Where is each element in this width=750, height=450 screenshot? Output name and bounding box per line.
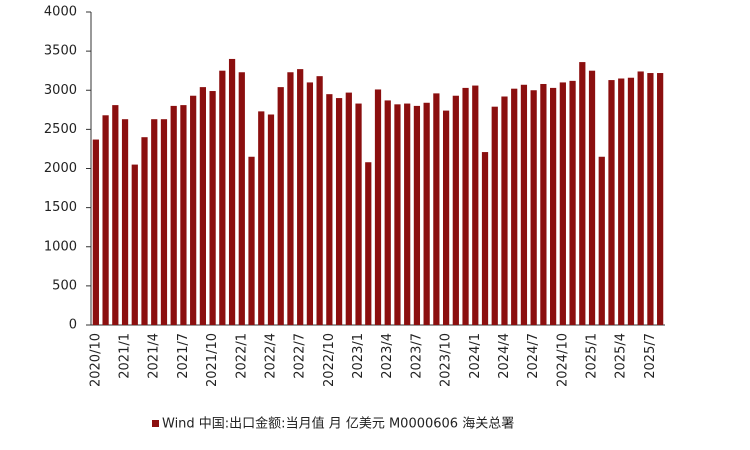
bar xyxy=(160,119,168,325)
bar xyxy=(588,70,596,325)
x-tick-label: 2021/4 xyxy=(147,333,162,379)
bar xyxy=(423,102,430,326)
x-tick-label: 2022/1 xyxy=(234,333,249,379)
y-tick-label: 500 xyxy=(52,278,77,293)
bar xyxy=(520,84,528,326)
legend-swatch xyxy=(152,420,159,427)
bar xyxy=(627,77,635,325)
bar xyxy=(297,69,304,325)
bar xyxy=(335,98,343,325)
x-tick-label: 2022/4 xyxy=(263,333,278,379)
bar xyxy=(365,162,372,325)
bar xyxy=(287,72,294,325)
y-tick-label: 3000 xyxy=(44,83,77,98)
x-tick-label: 2025/7 xyxy=(643,333,658,379)
bar xyxy=(131,164,138,325)
bar xyxy=(569,80,576,325)
y-tick-label: 1500 xyxy=(44,200,77,215)
bar xyxy=(462,87,469,325)
bar xyxy=(442,110,450,325)
bar xyxy=(433,93,440,325)
legend-label: Wind 中国:出口金额:当月值 月 亿美元 M0000606 海关总署 xyxy=(162,416,514,432)
x-tick-label: 2023/10 xyxy=(439,333,454,387)
y-tick-label: 1000 xyxy=(44,239,77,254)
x-tick-label: 2020/10 xyxy=(88,333,103,387)
bar xyxy=(238,72,245,325)
bar xyxy=(559,82,566,325)
y-tick-label: 0 xyxy=(69,318,77,333)
bar xyxy=(326,94,333,325)
x-tick-label: 2021/10 xyxy=(205,333,220,387)
bar xyxy=(637,71,644,325)
bar xyxy=(277,87,284,326)
x-tick-label: 2023/4 xyxy=(380,333,395,379)
bar xyxy=(394,104,401,326)
bar xyxy=(501,96,508,325)
bar xyxy=(511,88,518,325)
x-tick-label: 2021/7 xyxy=(176,333,191,379)
bar xyxy=(579,62,586,326)
bar xyxy=(472,85,479,326)
bar xyxy=(404,103,411,326)
bar xyxy=(180,105,187,326)
bar xyxy=(141,137,148,325)
bar xyxy=(530,90,537,325)
bar xyxy=(112,105,119,326)
y-tick-label: 4000 xyxy=(44,5,77,20)
bar xyxy=(170,105,177,326)
bar xyxy=(647,73,654,325)
y-tick-label: 3500 xyxy=(44,44,77,59)
bar xyxy=(608,80,615,325)
x-tick-label: 2023/7 xyxy=(409,333,424,379)
bar xyxy=(199,87,206,326)
x-tick-label: 2021/1 xyxy=(118,333,133,379)
bar xyxy=(258,111,265,325)
x-tick-label: 2024/10 xyxy=(555,333,570,387)
bar xyxy=(413,105,421,326)
bar xyxy=(374,89,382,325)
x-tick-label: 2023/1 xyxy=(351,333,366,379)
bar xyxy=(481,152,489,325)
bar xyxy=(267,114,275,325)
bar xyxy=(598,156,605,325)
bar xyxy=(384,100,391,325)
bar xyxy=(316,76,323,325)
bar xyxy=(228,58,236,325)
x-tick-label: 2024/7 xyxy=(526,333,541,379)
bar xyxy=(151,119,158,325)
bar xyxy=(190,95,197,325)
bar xyxy=(209,91,216,325)
bar xyxy=(219,70,226,325)
x-tick-label: 2022/7 xyxy=(293,333,308,379)
bar xyxy=(452,95,459,325)
y-tick-label: 2500 xyxy=(44,122,77,137)
bar xyxy=(92,139,99,325)
bar xyxy=(657,73,664,325)
bar xyxy=(618,78,625,325)
bar xyxy=(121,119,129,325)
bar xyxy=(306,82,314,325)
bar xyxy=(102,115,109,325)
x-tick-label: 2024/4 xyxy=(497,333,512,379)
x-tick-label: 2022/10 xyxy=(322,333,337,387)
bar xyxy=(550,87,557,325)
bar xyxy=(345,92,352,325)
x-tick-label: 2024/1 xyxy=(468,333,483,379)
y-tick-label: 2000 xyxy=(44,161,77,176)
x-tick-label: 2025/4 xyxy=(614,333,629,379)
bar xyxy=(540,83,547,326)
x-tick-label: 2025/1 xyxy=(585,333,600,379)
bar xyxy=(355,103,362,326)
bar xyxy=(248,156,255,325)
bar xyxy=(491,106,498,326)
